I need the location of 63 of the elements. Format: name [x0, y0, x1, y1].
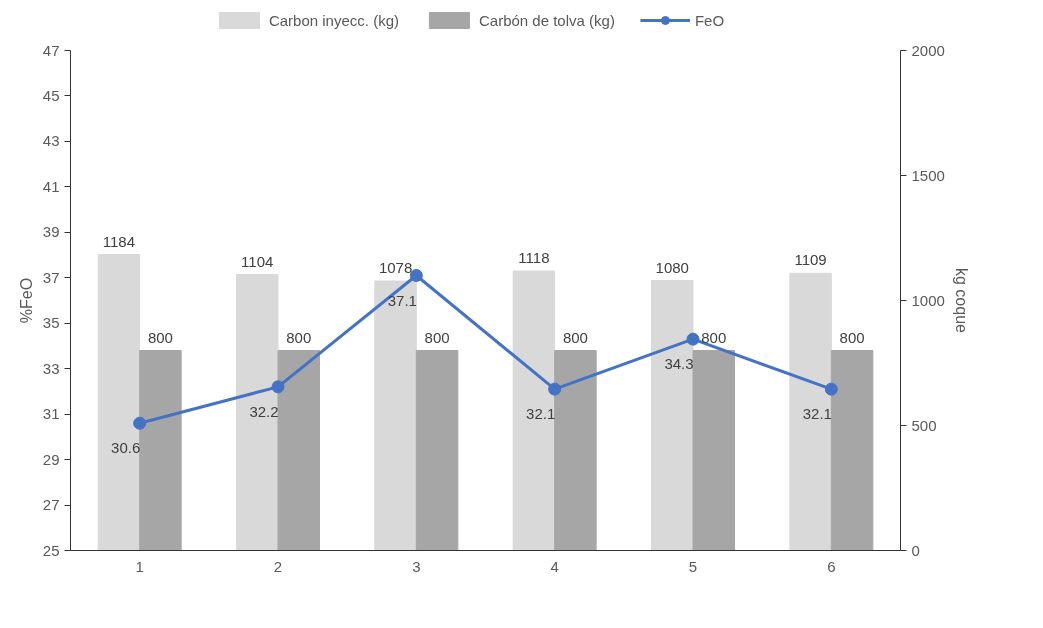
data-label: 32.2 — [249, 402, 279, 420]
bar — [512, 270, 556, 551]
data-label: 1184 — [102, 232, 136, 250]
data-label: 1104 — [241, 252, 274, 270]
bar — [692, 350, 735, 551]
y2-tick-label: 500 — [911, 416, 937, 434]
y2-tick-label: 2000 — [911, 41, 945, 59]
y-tick-label: 45 — [42, 86, 60, 104]
data-label: 800 — [839, 328, 865, 346]
y-tick-label: 37 — [42, 268, 60, 286]
y-tick-label: 39 — [42, 223, 60, 241]
point — [271, 380, 285, 394]
y2-tick-label: 0 — [911, 541, 920, 559]
data-label: 32.1 — [802, 405, 832, 423]
legend-label: Carbon inyecc. (kg) — [268, 11, 399, 29]
bar — [277, 350, 320, 551]
bar — [651, 280, 694, 551]
legend-label: Carbón de tolva (kg) — [478, 11, 615, 29]
legend-label: FeO — [694, 11, 725, 29]
data-label: 1078 — [378, 259, 413, 276]
y-tick-label: 43 — [42, 132, 60, 150]
bar — [374, 280, 417, 551]
data-label: 37.1 — [387, 291, 417, 309]
bar — [830, 350, 874, 551]
y-tick-label: 33 — [42, 359, 60, 377]
y-tick-label: 47 — [42, 41, 60, 59]
y2-axis-title: kg coque — [952, 268, 970, 334]
x-tick-label: 6 — [827, 557, 836, 575]
x-tick-label: 4 — [550, 557, 559, 575]
data-label: 800 — [562, 328, 588, 346]
bar — [236, 274, 279, 551]
y-tick-label: 41 — [42, 177, 60, 195]
data-label: 32.1 — [526, 405, 556, 423]
y-axis-title: %FeO — [17, 277, 35, 324]
x-tick-label: 5 — [688, 557, 698, 575]
bar — [789, 272, 832, 551]
data-label: 34.3 — [664, 355, 694, 373]
y2-tick-label: 1000 — [911, 291, 945, 309]
point — [548, 382, 562, 396]
bar — [139, 350, 182, 551]
x-tick-label: 3 — [412, 557, 421, 575]
bar — [554, 350, 597, 551]
x-tick-label: 2 — [273, 557, 283, 575]
point — [824, 382, 838, 396]
y-tick-label: 27 — [42, 496, 60, 514]
bar — [97, 254, 141, 551]
y-tick-label: 31 — [42, 405, 60, 423]
y-tick-label: 29 — [42, 450, 60, 468]
point — [133, 416, 147, 430]
data-label: 1080 — [655, 258, 689, 276]
point — [686, 332, 700, 346]
data-label: 800 — [424, 328, 450, 346]
data-label: 800 — [701, 328, 727, 346]
data-label: 1109 — [794, 251, 827, 269]
y-tick-label: 25 — [42, 541, 60, 559]
data-label: 1118 — [518, 249, 550, 266]
data-label: 800 — [286, 328, 312, 346]
y-tick-label: 35 — [42, 314, 60, 332]
y2-tick-label: 1500 — [911, 166, 945, 184]
x-tick-label: 1 — [135, 557, 144, 575]
bar — [415, 350, 459, 551]
data-label: 800 — [147, 328, 173, 346]
data-label: 30.6 — [111, 439, 141, 457]
